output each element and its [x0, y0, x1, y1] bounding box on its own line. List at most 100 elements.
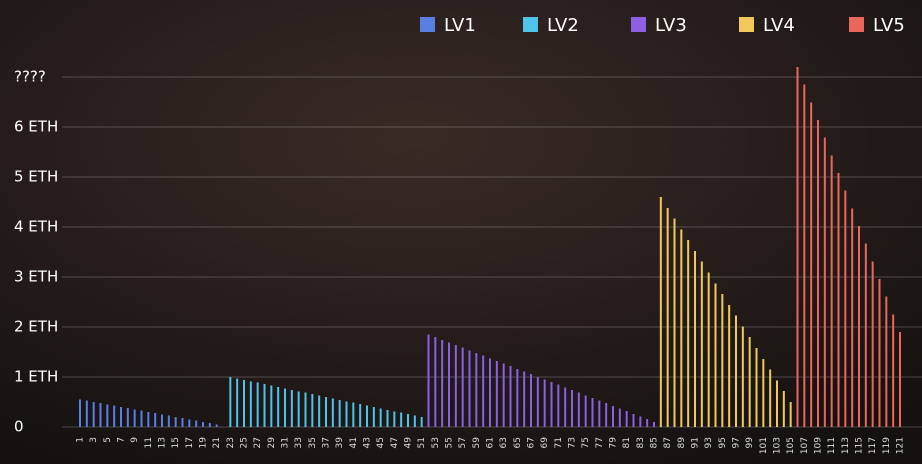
bar	[550, 382, 553, 427]
bar	[79, 399, 81, 427]
bar	[687, 240, 690, 427]
x-tick-label: 93	[704, 437, 714, 448]
bar	[318, 395, 321, 427]
x-tick-label: 11	[144, 437, 154, 448]
bar	[407, 414, 409, 427]
bar	[564, 387, 567, 427]
x-tick-label: 19	[199, 437, 209, 449]
bar	[707, 272, 710, 427]
x-tick-label: 101	[759, 437, 769, 454]
legend-swatch	[420, 17, 435, 32]
bar	[92, 402, 95, 427]
x-tick-label: 3	[89, 437, 99, 443]
bar	[878, 279, 881, 427]
x-tick-label: 71	[554, 437, 564, 448]
bar	[769, 369, 772, 427]
x-tick-label: 35	[308, 437, 318, 448]
x-tick-label: 115	[855, 437, 865, 454]
x-tick-label: 39	[335, 437, 345, 449]
y-tick-label: 6 ETH	[14, 118, 58, 136]
bar	[728, 305, 731, 427]
bar	[386, 410, 389, 427]
bar	[345, 401, 348, 427]
legend-swatch	[849, 17, 864, 32]
bar	[338, 400, 341, 427]
bar	[202, 422, 204, 427]
x-tick-label: 121	[896, 437, 906, 454]
bar	[140, 410, 143, 427]
x-tick-label: 95	[718, 437, 728, 448]
bar	[372, 407, 375, 427]
legend-swatch	[523, 17, 538, 32]
x-tick-label: 37	[322, 437, 332, 448]
bar	[721, 294, 724, 427]
bar	[120, 407, 122, 427]
bar	[666, 208, 669, 427]
bar	[188, 419, 191, 427]
bar	[461, 347, 464, 427]
bar	[673, 218, 676, 427]
bar	[133, 409, 136, 427]
bar	[830, 155, 833, 427]
bar	[646, 419, 649, 427]
x-tick-label: 7	[117, 437, 127, 443]
x-tick-label: 87	[663, 437, 673, 448]
x-tick-label: 59	[472, 437, 482, 449]
x-tick-label: 49	[404, 437, 414, 449]
bar	[400, 412, 403, 427]
bar	[290, 390, 293, 427]
bar	[557, 384, 560, 427]
legend-swatch	[631, 17, 646, 32]
x-tick-label: 47	[390, 437, 400, 448]
bar	[776, 380, 778, 427]
bar	[885, 296, 888, 427]
x-tick-label: 73	[568, 437, 578, 448]
bar	[167, 415, 170, 427]
bar	[236, 378, 239, 427]
bar	[249, 381, 252, 427]
bar	[181, 418, 184, 427]
bar	[605, 403, 608, 427]
bar	[782, 391, 785, 427]
x-tick-label: 51	[417, 437, 427, 448]
x-tick-label: 67	[527, 437, 537, 448]
bar	[161, 414, 163, 427]
bar	[612, 406, 614, 427]
x-tick-label: 105	[786, 437, 796, 454]
x-tick-label: 81	[622, 437, 632, 448]
x-tick-label: 65	[513, 437, 523, 448]
x-tick-label: 85	[650, 437, 660, 448]
x-tick-label: 117	[868, 437, 878, 454]
bar	[892, 314, 895, 427]
bar	[694, 251, 696, 427]
bar	[441, 340, 444, 427]
bar	[680, 229, 683, 427]
x-tick-label: 21	[212, 437, 222, 448]
bar	[748, 337, 751, 427]
bar	[625, 411, 628, 427]
bar	[516, 369, 519, 427]
bar	[427, 334, 430, 427]
bar	[208, 423, 211, 427]
x-tick-label: 77	[595, 437, 605, 448]
bar	[489, 358, 491, 427]
bar	[598, 400, 601, 427]
bar	[864, 243, 867, 427]
bar	[448, 342, 450, 427]
bar	[420, 417, 423, 427]
x-tick-label: 69	[540, 437, 550, 449]
x-tick-label: 41	[349, 437, 359, 448]
bar	[331, 398, 334, 427]
bar	[99, 403, 102, 427]
bar	[270, 385, 273, 427]
bar	[796, 67, 799, 427]
bar	[871, 261, 874, 427]
bar	[495, 361, 498, 427]
x-tick-label: 29	[267, 437, 277, 449]
bar	[475, 353, 478, 427]
bar	[653, 422, 655, 427]
x-tick-label: 103	[773, 437, 783, 454]
bar	[899, 332, 901, 427]
